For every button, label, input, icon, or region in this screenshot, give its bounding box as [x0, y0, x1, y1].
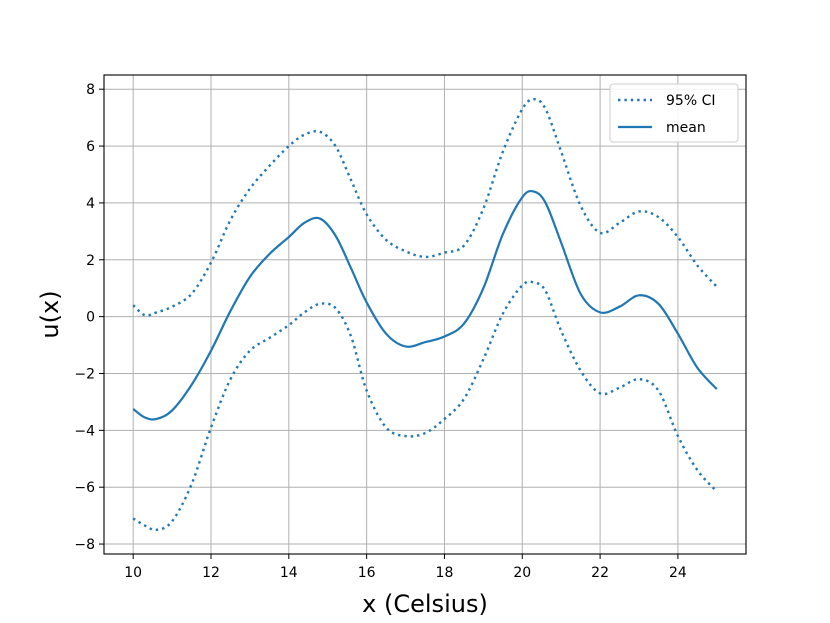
y-tick-label: −6 — [74, 480, 95, 496]
x-tick-label: 20 — [513, 565, 531, 581]
grid — [104, 75, 746, 554]
x-tick-label: 24 — [669, 565, 687, 581]
y-axis-label: u(x) — [36, 290, 64, 338]
y-tick-label: 2 — [86, 253, 95, 269]
plot-frame — [103, 74, 747, 555]
x-tick-label: 14 — [280, 565, 298, 581]
x-tick-label: 22 — [591, 565, 609, 581]
ci-upper-line — [132, 97, 718, 317]
mean-line — [132, 189, 718, 421]
y-tick-label: 0 — [86, 310, 95, 326]
y-tick-label: −8 — [74, 537, 95, 553]
series-layer — [132, 97, 718, 532]
y-tick-label: 4 — [86, 196, 95, 212]
x-tick-label: 16 — [358, 565, 376, 581]
legend-label-mean: mean — [666, 120, 706, 136]
y-tick-label: 8 — [86, 82, 95, 98]
y-axis: −8 −6 −4 −2 0 2 4 6 8 — [74, 82, 104, 553]
x-axis-label: x (Celsius) — [362, 590, 488, 618]
y-tick-label: −2 — [74, 366, 95, 382]
y-tick-label: 6 — [86, 139, 95, 155]
x-tick-label: 18 — [436, 565, 454, 581]
y-tick-label: −4 — [74, 423, 95, 439]
x-axis: 10 12 14 16 18 20 22 24 — [124, 554, 687, 581]
x-tick-label: 12 — [202, 565, 220, 581]
legend-label-ci: 95% CI — [666, 93, 715, 109]
ci-lower-line — [132, 280, 718, 532]
x-tick-label: 10 — [124, 565, 142, 581]
legend: 95% CI mean — [609, 83, 739, 143]
